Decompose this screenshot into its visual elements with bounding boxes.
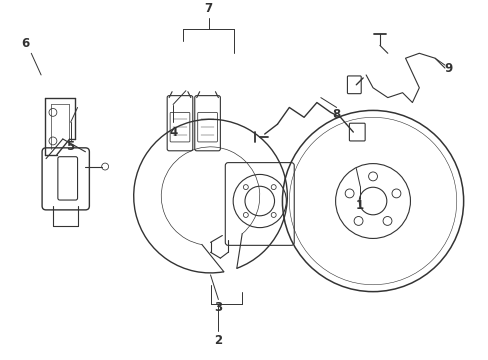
Text: 5: 5 [66, 140, 75, 153]
Text: 8: 8 [332, 108, 340, 121]
Text: 1: 1 [355, 199, 364, 212]
Text: 7: 7 [204, 3, 212, 15]
Text: 9: 9 [444, 62, 452, 75]
Text: 6: 6 [21, 37, 29, 50]
Text: 4: 4 [169, 126, 177, 139]
Text: 3: 3 [214, 301, 222, 314]
Text: 2: 2 [214, 334, 222, 347]
